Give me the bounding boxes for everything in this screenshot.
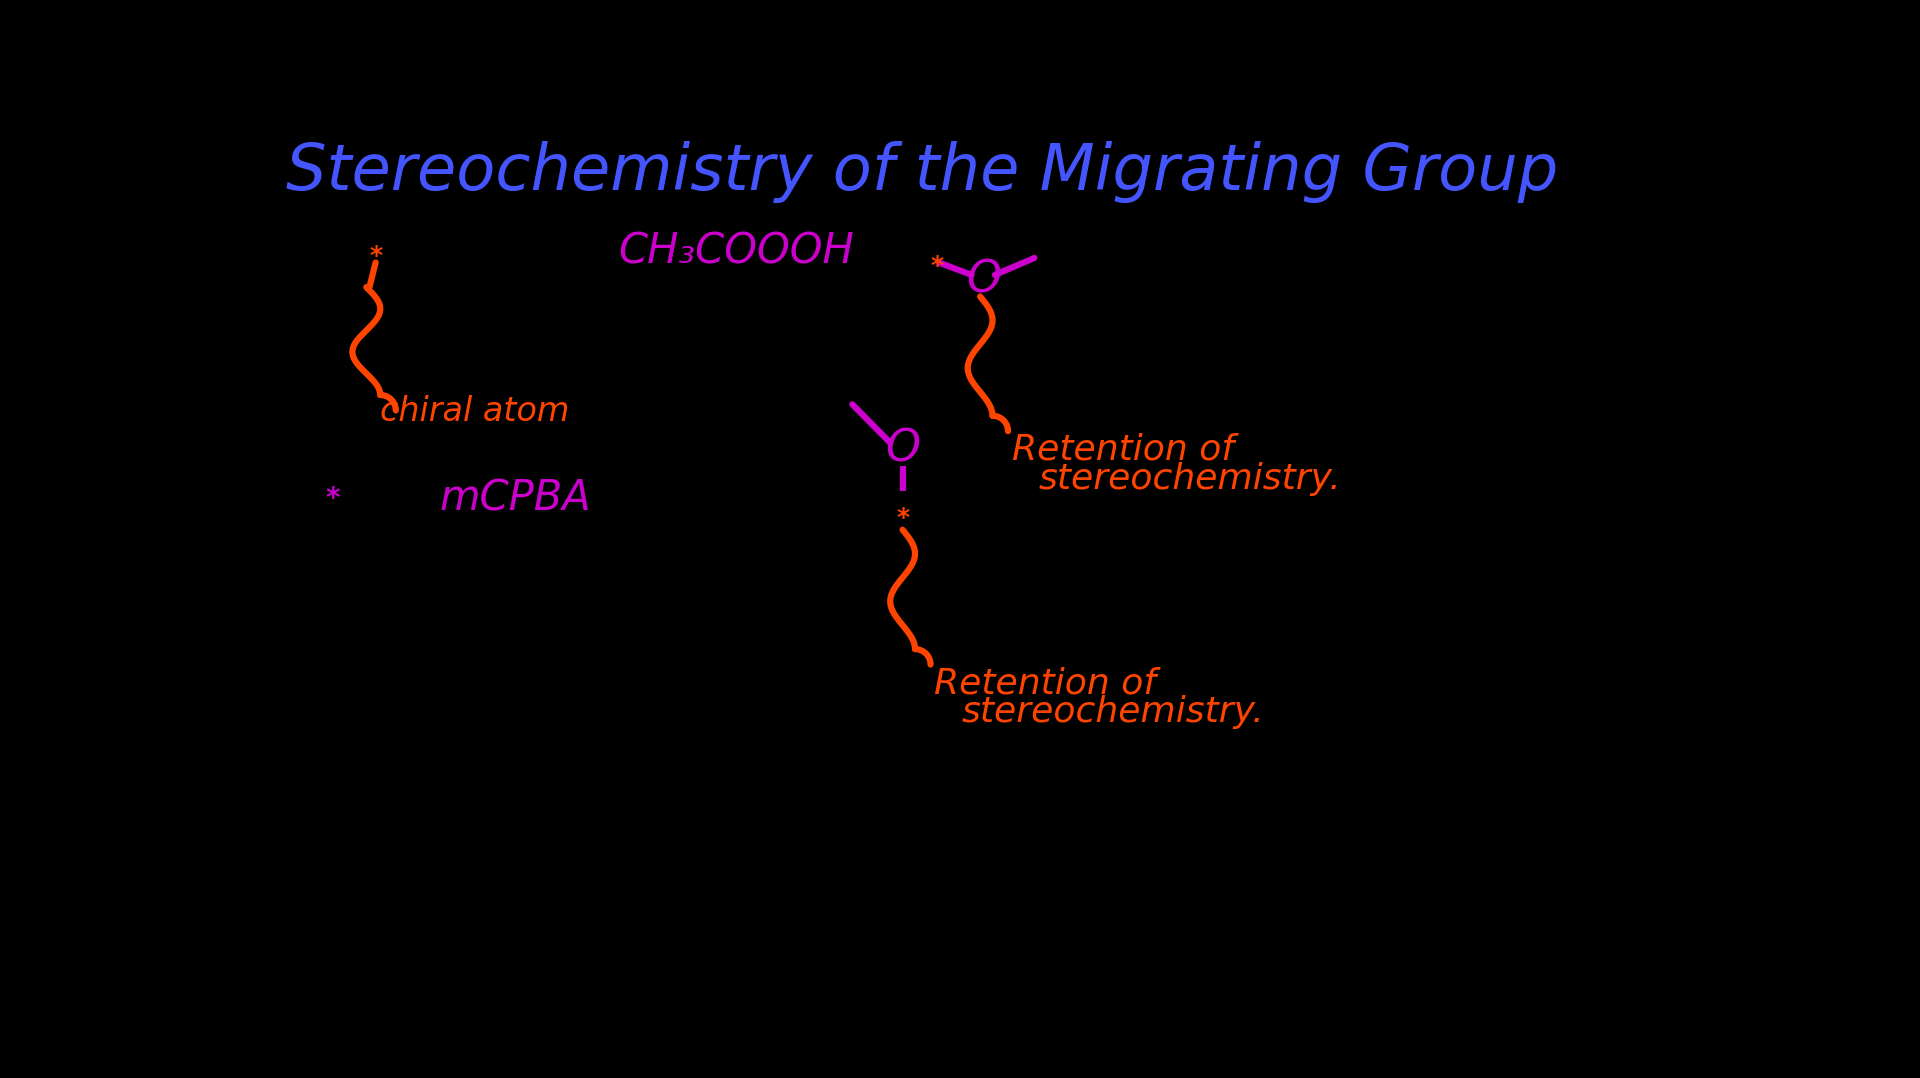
Text: O: O	[966, 258, 1002, 301]
Text: stereochemistry.: stereochemistry.	[1039, 462, 1342, 496]
Text: *: *	[326, 485, 340, 513]
Text: mCPBA: mCPBA	[440, 478, 591, 520]
Text: *: *	[897, 507, 910, 530]
Text: CH₃COOOH: CH₃COOOH	[618, 230, 854, 272]
Text: Retention of: Retention of	[935, 666, 1156, 700]
Text: Retention of: Retention of	[1012, 432, 1235, 467]
Text: *: *	[931, 254, 945, 278]
Text: *: *	[369, 245, 382, 268]
Text: stereochemistry.: stereochemistry.	[962, 695, 1263, 730]
Text: Stereochemistry of the Migrating Group: Stereochemistry of the Migrating Group	[286, 141, 1559, 203]
Text: chiral atom: chiral atom	[380, 395, 568, 428]
Text: O: O	[885, 427, 920, 470]
